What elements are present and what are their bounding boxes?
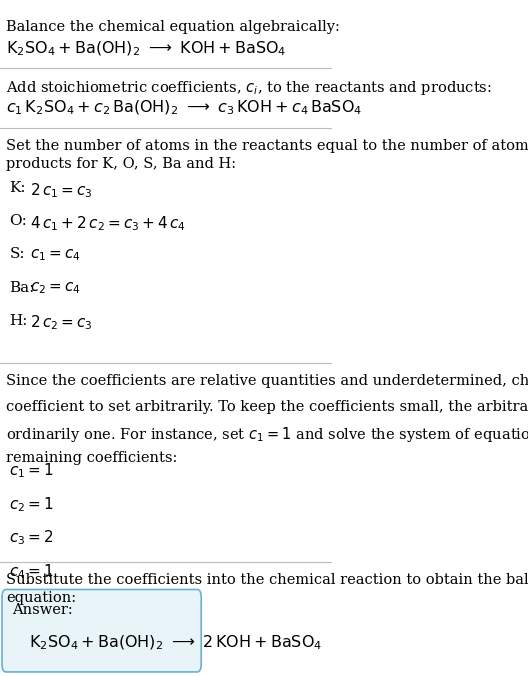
Text: coefficient to set arbitrarily. To keep the coefficients small, the arbitrary va: coefficient to set arbitrarily. To keep … bbox=[6, 400, 528, 414]
Text: Set the number of atoms in the reactants equal to the number of atoms in the: Set the number of atoms in the reactants… bbox=[6, 139, 528, 153]
Text: equation:: equation: bbox=[6, 591, 76, 605]
Text: $c_4 = 1$: $c_4 = 1$ bbox=[10, 562, 54, 581]
FancyBboxPatch shape bbox=[2, 589, 201, 672]
Text: products for K, O, S, Ba and H:: products for K, O, S, Ba and H: bbox=[6, 157, 236, 171]
Text: S:: S: bbox=[10, 247, 25, 262]
Text: Since the coefficients are relative quantities and underdetermined, choose a: Since the coefficients are relative quan… bbox=[6, 374, 528, 388]
Text: $c_1 = c_4$: $c_1 = c_4$ bbox=[30, 247, 81, 263]
Text: Add stoichiometric coefficients, $c_i$, to the reactants and products:: Add stoichiometric coefficients, $c_i$, … bbox=[6, 79, 492, 97]
Text: $\mathrm{K_2SO_4 + Ba(OH)_2\ \longrightarrow\ KOH + BaSO_4}$: $\mathrm{K_2SO_4 + Ba(OH)_2\ \longrighta… bbox=[6, 39, 286, 57]
Text: $2\,c_1 = c_3$: $2\,c_1 = c_3$ bbox=[30, 181, 92, 200]
Text: $c_1 = 1$: $c_1 = 1$ bbox=[10, 461, 54, 480]
Text: $c_3 = 2$: $c_3 = 2$ bbox=[10, 529, 54, 548]
Text: $2\,c_2 = c_3$: $2\,c_2 = c_3$ bbox=[30, 314, 92, 333]
Text: Answer:: Answer: bbox=[12, 603, 73, 617]
Text: $c_2 = 1$: $c_2 = 1$ bbox=[10, 495, 54, 514]
Text: remaining coefficients:: remaining coefficients: bbox=[6, 451, 177, 465]
Text: Ba:: Ba: bbox=[10, 281, 35, 295]
Text: O:: O: bbox=[10, 214, 27, 228]
Text: Substitute the coefficients into the chemical reaction to obtain the balanced: Substitute the coefficients into the che… bbox=[6, 573, 528, 587]
Text: H:: H: bbox=[10, 314, 28, 328]
Text: $c_2 = c_4$: $c_2 = c_4$ bbox=[30, 281, 81, 296]
Text: $\mathrm{K_2SO_4 + Ba(OH)_2\ \longrightarrow\ 2\,KOH + BaSO_4}$: $\mathrm{K_2SO_4 + Ba(OH)_2\ \longrighta… bbox=[29, 633, 323, 652]
Text: K:: K: bbox=[10, 181, 26, 195]
Text: $c_1\,\mathrm{K_2SO_4} + c_2\,\mathrm{Ba(OH)_2}\ \longrightarrow\ c_3\,\mathrm{K: $c_1\,\mathrm{K_2SO_4} + c_2\,\mathrm{Ba… bbox=[6, 99, 362, 117]
Text: $4\,c_1 + 2\,c_2 = c_3 + 4\,c_4$: $4\,c_1 + 2\,c_2 = c_3 + 4\,c_4$ bbox=[30, 214, 186, 233]
Text: ordinarily one. For instance, set $c_1 = 1$ and solve the system of equations fo: ordinarily one. For instance, set $c_1 =… bbox=[6, 425, 528, 444]
Text: Balance the chemical equation algebraically:: Balance the chemical equation algebraica… bbox=[6, 20, 340, 34]
